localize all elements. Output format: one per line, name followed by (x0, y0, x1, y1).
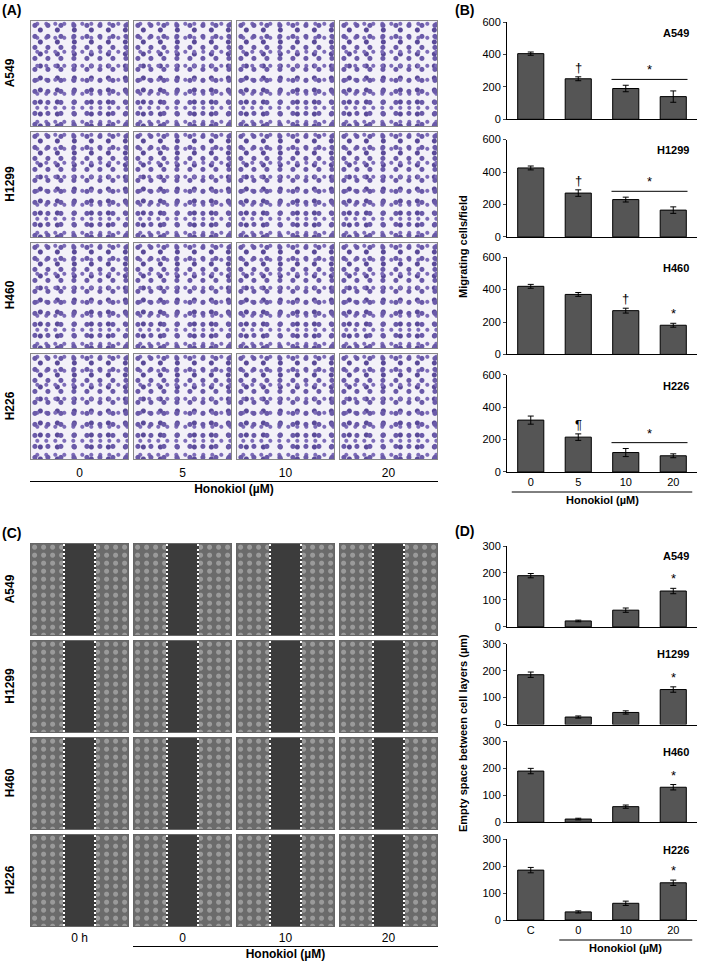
html-text:A549: A549 (3, 574, 17, 603)
svg-text:Migrating cells/field: Migrating cells/field (457, 195, 469, 298)
html-text:(B): (B) (455, 2, 475, 18)
svg-text:0: 0 (495, 816, 501, 828)
svg-text:0: 0 (495, 914, 501, 926)
html-text:H460: H460 (3, 280, 17, 309)
html-text:H1299: H1299 (3, 165, 17, 202)
svg-text:†: † (575, 60, 582, 75)
html-text:10: 10 (278, 466, 293, 480)
html-text:10: 10 (278, 931, 293, 945)
svg-text:*: * (671, 571, 676, 586)
html-text:0: 0 (179, 931, 186, 945)
svg-text:20: 20 (667, 476, 679, 488)
svg-text:0: 0 (495, 718, 501, 730)
svg-text:†: † (622, 291, 629, 306)
html-text:20: 20 (381, 466, 396, 480)
svg-text:0: 0 (528, 476, 534, 488)
html-text:5: 5 (179, 466, 186, 480)
html-text:(A): (A) (2, 2, 22, 18)
svg-text:¶: ¶ (575, 417, 582, 432)
svg-text:0: 0 (495, 621, 501, 633)
svg-text:*: * (647, 62, 652, 77)
svg-text:300: 300 (482, 638, 500, 650)
svg-text:100: 100 (482, 594, 500, 606)
svg-text:H226: H226 (663, 844, 689, 856)
svg-text:0: 0 (575, 924, 581, 936)
svg-text:10: 10 (620, 924, 632, 936)
html-text:20: 20 (381, 931, 396, 945)
svg-text:400: 400 (482, 401, 500, 413)
svg-text:†: † (575, 173, 582, 188)
svg-text:*: * (671, 863, 676, 878)
svg-text:200: 200 (482, 81, 500, 93)
svg-text:200: 200 (482, 665, 500, 677)
svg-text:H460: H460 (663, 746, 689, 758)
svg-text:A549: A549 (663, 550, 689, 562)
svg-text:H460: H460 (663, 262, 689, 274)
svg-text:20: 20 (667, 924, 679, 936)
svg-text:100: 100 (482, 691, 500, 703)
html-text:0: 0 (76, 466, 83, 480)
svg-text:600: 600 (482, 133, 500, 145)
html-text:H226: H226 (3, 865, 17, 894)
html-text:Honokiol (µM): Honokiol (µM) (245, 947, 326, 961)
svg-text:300: 300 (482, 735, 500, 747)
svg-text:5: 5 (575, 476, 581, 488)
html-text:0 h: 0 h (71, 931, 88, 945)
svg-text:Empty space between cell layer: Empty space between cell layers (µm) (457, 634, 469, 832)
svg-text:0: 0 (495, 348, 501, 360)
svg-text:H1299: H1299 (657, 144, 689, 156)
svg-text:200: 200 (482, 567, 500, 579)
svg-text:200: 200 (482, 198, 500, 210)
svg-text:H226: H226 (663, 380, 689, 392)
svg-text:400: 400 (482, 283, 500, 295)
svg-text:100: 100 (482, 789, 500, 801)
svg-text:200: 200 (482, 860, 500, 872)
svg-text:*: * (647, 174, 652, 189)
svg-text:200: 200 (482, 316, 500, 328)
svg-text:C: C (527, 924, 535, 936)
html-text:H1299: H1299 (3, 667, 17, 704)
svg-text:A549: A549 (663, 27, 689, 39)
svg-text:600: 600 (482, 369, 500, 381)
svg-text:0: 0 (495, 231, 501, 243)
svg-text:0: 0 (495, 113, 501, 125)
svg-text:400: 400 (482, 48, 500, 60)
html-text:H460: H460 (3, 768, 17, 797)
svg-text:200: 200 (482, 433, 500, 445)
svg-text:300: 300 (482, 540, 500, 552)
svg-text:Honokiol (µM): Honokiol (µM) (589, 942, 662, 954)
svg-text:300: 300 (482, 833, 500, 845)
html-text:Honokiol (µM): Honokiol (µM) (194, 482, 274, 496)
html-text:(D): (D) (455, 523, 475, 539)
html-text:(C): (C) (2, 525, 22, 541)
svg-text:10: 10 (620, 476, 632, 488)
html-text:A549: A549 (3, 58, 17, 87)
svg-text:400: 400 (482, 166, 500, 178)
svg-text:H1299: H1299 (657, 648, 689, 660)
svg-text:*: * (671, 768, 676, 783)
svg-text:600: 600 (482, 16, 500, 28)
html-text:H226: H226 (3, 391, 17, 420)
svg-text:200: 200 (482, 762, 500, 774)
svg-text:*: * (647, 426, 652, 441)
svg-text:600: 600 (482, 251, 500, 263)
svg-text:0: 0 (495, 466, 501, 478)
svg-text:100: 100 (482, 887, 500, 899)
svg-text:Honokiol (µM): Honokiol (µM) (566, 494, 639, 506)
svg-text:*: * (671, 670, 676, 685)
svg-text:*: * (671, 306, 676, 321)
